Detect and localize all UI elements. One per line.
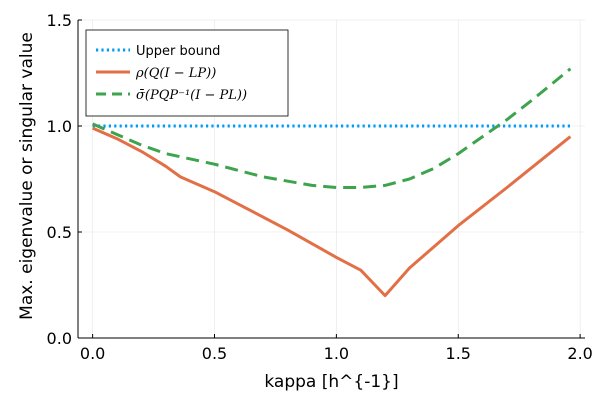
- y-tick-label: 1.5: [47, 11, 72, 30]
- legend-label: σ̄(PQP⁻¹(I − PL)): [136, 88, 247, 103]
- x-tick-label: 1.0: [324, 344, 349, 363]
- y-ticks: 0.0 0.5 1.0 1.5: [47, 11, 82, 348]
- x-ticks: 0.0 0.5 1.0 1.5 2.0: [80, 334, 593, 363]
- y-tick-label: 1.0: [47, 117, 72, 136]
- y-tick-label: 0.0: [47, 329, 72, 348]
- legend-label: ρ(Q(I − LP)): [135, 66, 216, 81]
- legend: Upper bound ρ(Q(I − LP)) σ̄(PQP⁻¹(I − PL)): [85, 29, 289, 117]
- series-layer: [92, 67, 572, 298]
- axes-frame: [77, 20, 585, 339]
- x-axis-label: kappa [h^{-1}]: [264, 372, 398, 392]
- x-tick-label: 0.5: [202, 344, 227, 363]
- y-axis-label: Max. eigenvalue or singular value: [17, 32, 37, 320]
- spectral-radius-line: [92, 126, 572, 298]
- x-tick-label: 2.0: [567, 344, 592, 363]
- x-tick-label: 1.5: [446, 344, 471, 363]
- y-tick-label: 0.5: [47, 223, 72, 242]
- singular-value-line: [92, 67, 572, 189]
- legend-label: Upper bound: [136, 44, 220, 59]
- x-tick-label: 0.0: [80, 344, 105, 363]
